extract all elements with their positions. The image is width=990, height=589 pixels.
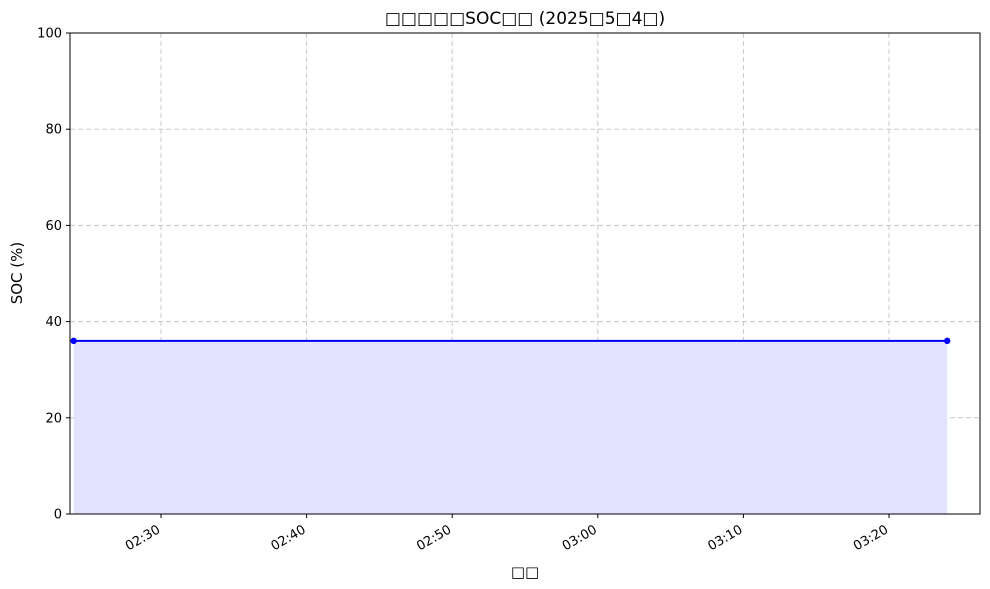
y-tick-label: 60 [45,219,62,234]
y-axis-label: SOC (%) [8,242,26,305]
x-tick-label: 03:10 [705,522,745,554]
plot-frame [69,32,981,515]
y-tick-label: 0 [54,508,62,523]
series-fill-area [73,340,948,514]
x-axis-label: □□ [511,563,539,581]
data-point [70,337,77,345]
y-tick-label: 20 [45,411,62,426]
data-point [944,337,951,345]
x-tick-label: 02:30 [123,522,163,554]
x-tick-label: 03:20 [851,522,891,554]
x-tick-label: 03:00 [560,522,600,554]
y-tick-label: 80 [45,123,62,138]
x-tick-label: 02:40 [269,522,309,554]
y-tick-label: 40 [45,315,62,330]
data-layer [70,337,951,514]
x-tick-label: 02:50 [414,522,454,554]
chart-title: □□□□□SOC□□ (2025□5□4□) [385,9,665,29]
y-tick-label: 100 [37,27,62,42]
